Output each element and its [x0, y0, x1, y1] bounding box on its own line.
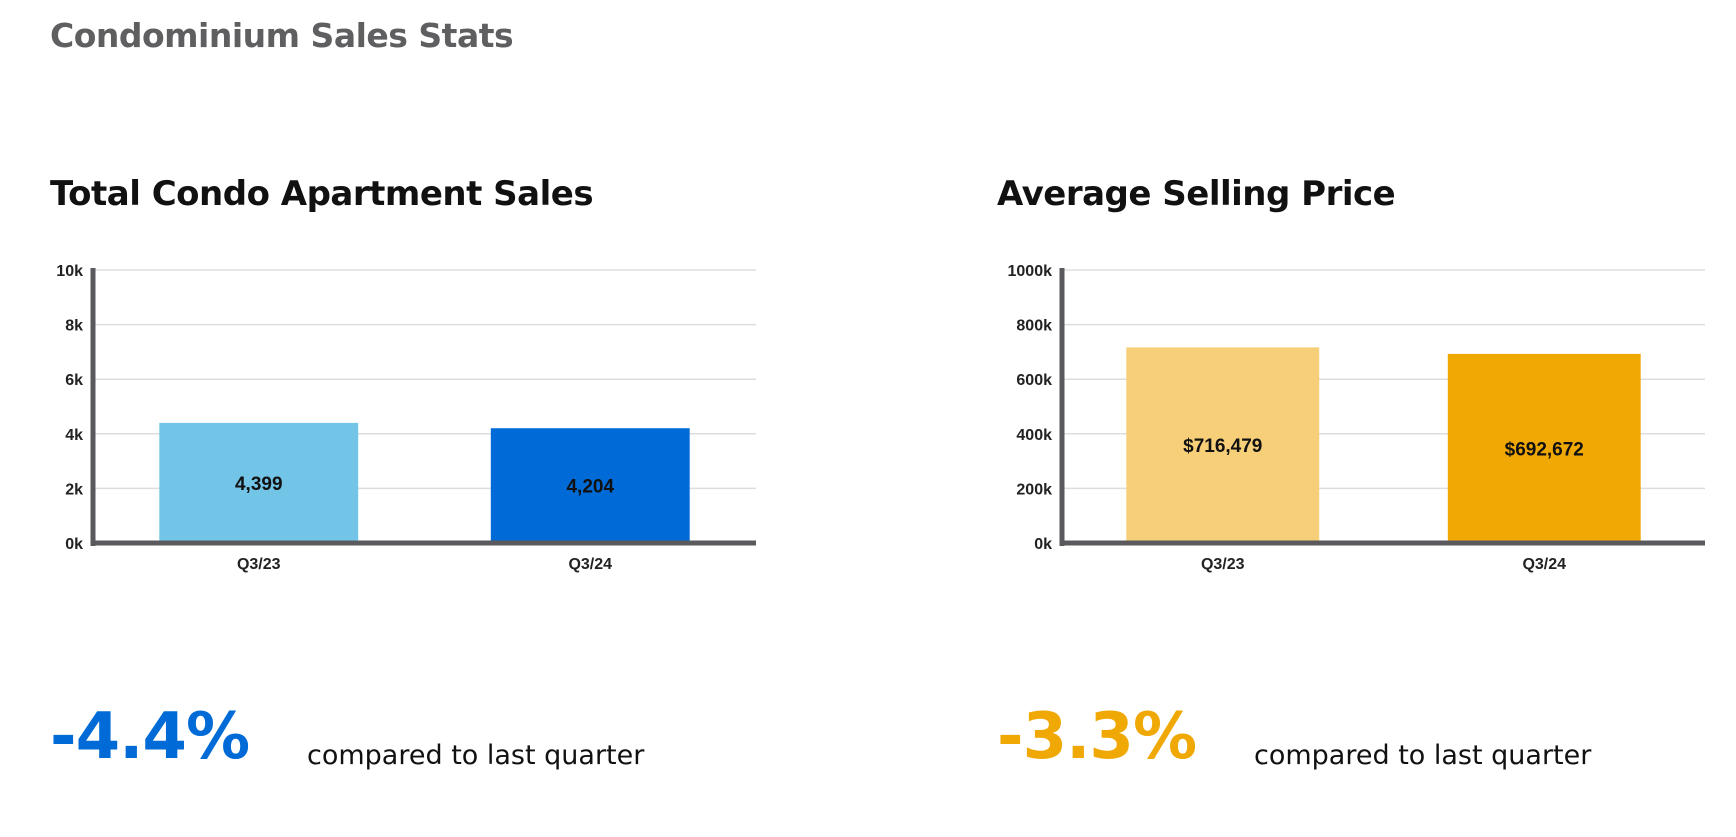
y-tick-label: 6k — [65, 372, 83, 389]
bar-value-label: $692,672 — [1505, 439, 1584, 460]
y-tick-label: 0k — [65, 536, 83, 553]
y-tick-label: 200k — [1016, 481, 1052, 498]
y-tick-label: 1000k — [1008, 263, 1053, 280]
y-tick-label: 600k — [1016, 372, 1052, 389]
change-percent: -4.4% — [50, 700, 250, 774]
sales-bar-chart: 0k 2k 4k 6k 8k 10k 4,399 Q3/23 4,204 Q3/24 — [56, 263, 756, 573]
y-tick-label: 4k — [65, 427, 83, 444]
page-title: Condominium Sales Stats — [50, 16, 514, 55]
bar — [1447, 353, 1641, 543]
chart-title: Total Condo Apartment Sales — [50, 174, 594, 214]
change-note: compared to last quarter — [1254, 740, 1592, 771]
bar — [1126, 347, 1320, 543]
x-tick-label: Q3/23 — [237, 556, 281, 573]
bar-value-label: $716,479 — [1183, 436, 1262, 457]
y-tick-label: 8k — [65, 318, 83, 335]
x-tick-label: Q3/23 — [1201, 556, 1245, 573]
x-tick-label: Q3/24 — [1522, 556, 1566, 573]
change-note: compared to last quarter — [307, 740, 645, 771]
price-bar-chart: 0k 200k 400k 600k 800k 1000k $716,479 Q3/23 $692… — [1008, 263, 1705, 573]
change-percent: -3.3% — [997, 700, 1197, 774]
bar-value-label: 4,204 — [566, 477, 614, 498]
y-tick-label: 800k — [1016, 318, 1052, 335]
bar-value-label: 4,399 — [235, 474, 283, 495]
y-tick-label: 0k — [1034, 536, 1052, 553]
y-tick-label: 10k — [56, 263, 83, 280]
bar — [159, 422, 359, 543]
sales-panel: Total Condo Apartment Sales 0k 2k 4k 6k 8k 10… — [50, 170, 810, 790]
y-tick-label: 400k — [1016, 427, 1052, 444]
chart-title: Average Selling Price — [997, 174, 1396, 214]
y-tick-label: 2k — [65, 481, 83, 498]
x-tick-label: Q3/24 — [568, 556, 612, 573]
bar — [490, 428, 690, 543]
price-panel: Average Selling Price 0k 200k 400k 600k 800k… — [997, 170, 1736, 790]
